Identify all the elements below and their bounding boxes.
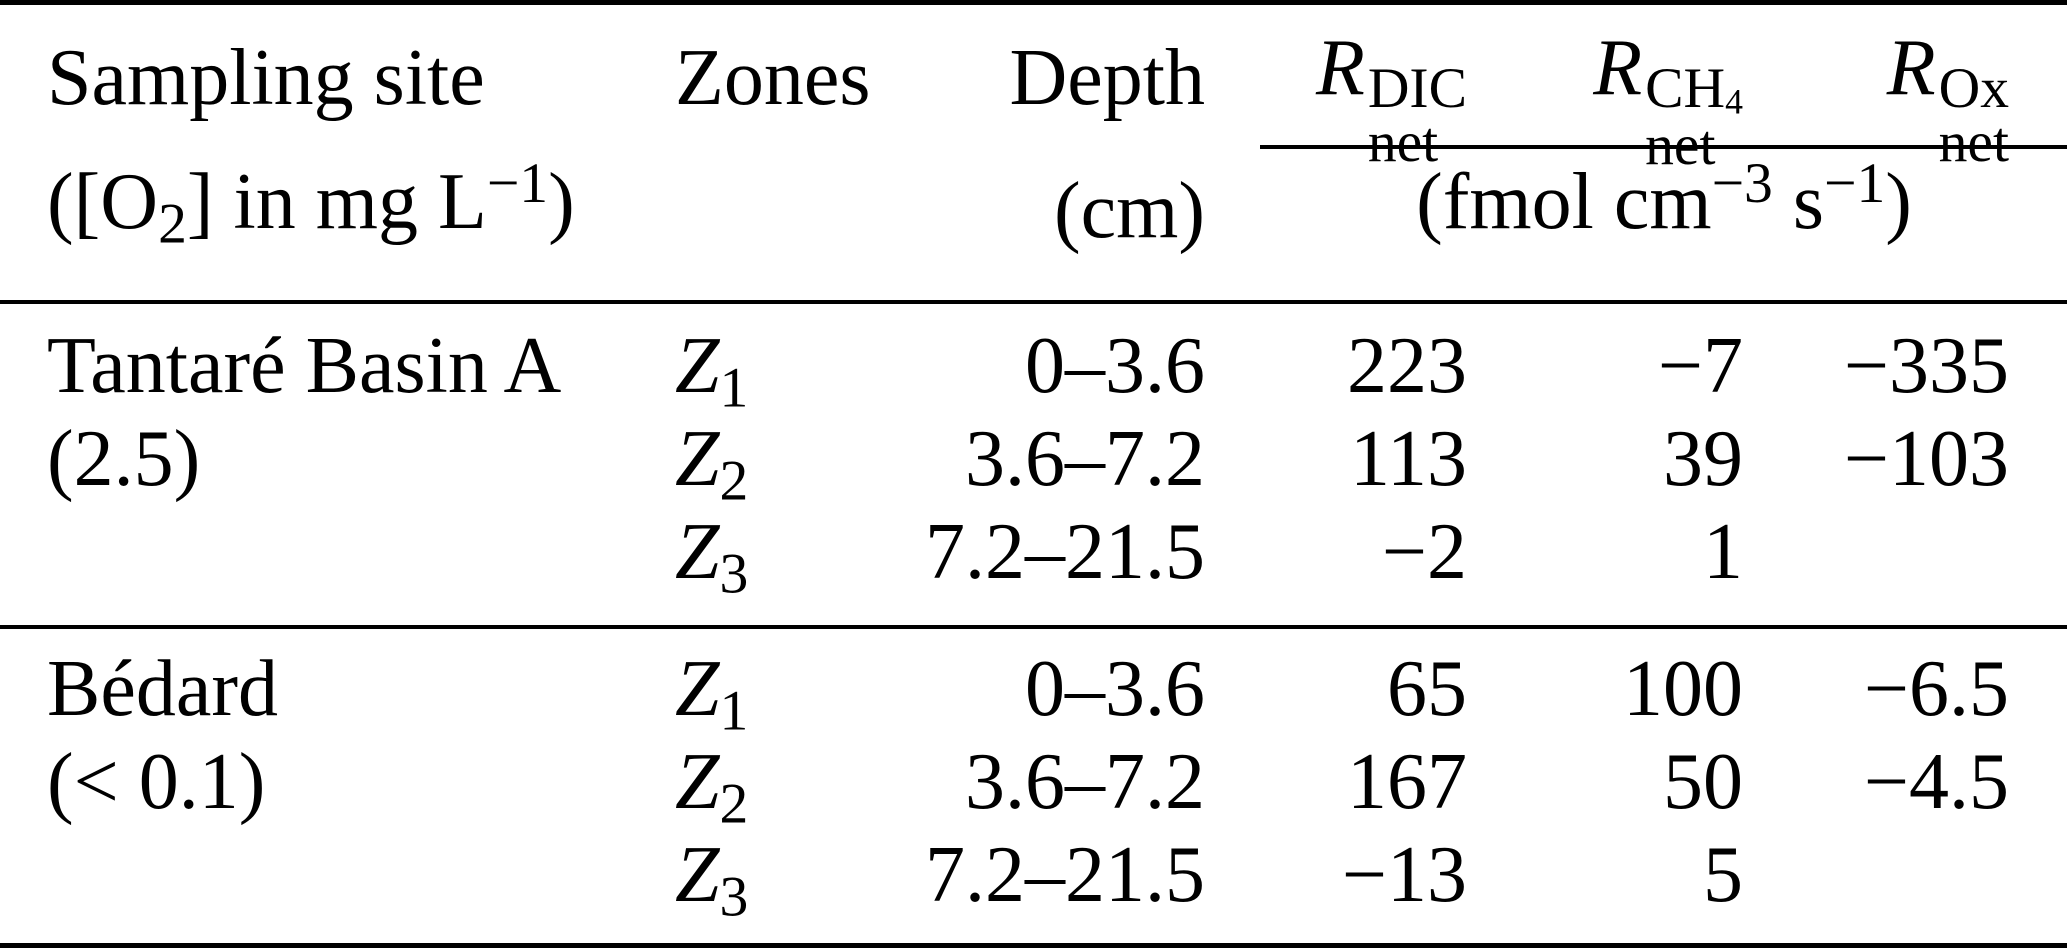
- rnet-ch4-value: 39: [1663, 415, 1743, 503]
- ch4-subscript: 4: [1725, 81, 1743, 122]
- rnet-dic-superscript: DIC: [1367, 56, 1467, 120]
- units-mid: s: [1772, 157, 1824, 246]
- depth-value: 7.2–21.5: [925, 831, 1205, 919]
- rnet-dic-value: 223: [1347, 322, 1467, 410]
- site-name: Bédard: [47, 645, 279, 733]
- ch-text: CH: [1645, 56, 1726, 120]
- col-header-sampling-site: Sampling site: [47, 34, 485, 122]
- depth-value: 0–3.6: [1025, 645, 1205, 733]
- zone-subscript: 3: [719, 865, 749, 929]
- rnet-ch4-value: −7: [1657, 322, 1743, 410]
- zone-label: Z1: [675, 649, 748, 740]
- col-header-depth: Depth: [1009, 34, 1205, 122]
- col-header-rnet-ch4: R CH4 net: [1593, 28, 1743, 174]
- site-name: Tantaré Basin A: [47, 322, 562, 410]
- zone-symbol: Z: [675, 508, 720, 596]
- zone-label: Z1: [675, 326, 748, 417]
- rnet-dic-value: −2: [1381, 508, 1467, 596]
- zone-subscript: 1: [719, 356, 749, 420]
- zone-subscript: 2: [719, 449, 749, 513]
- col-header-rnet-dic: R DIC net: [1316, 28, 1467, 175]
- r-symbol: R: [1886, 24, 1936, 112]
- rnet-ch4-supsub: CH4 net: [1645, 59, 1743, 178]
- zone-symbol: Z: [675, 415, 720, 503]
- rnet-ch4-value: 50: [1663, 738, 1743, 826]
- rnet-ox-supsub: Ox net: [1938, 56, 2009, 175]
- header-rule: [0, 300, 2067, 304]
- units-post: ): [1885, 157, 1912, 246]
- rnet-dic-value: 167: [1347, 738, 1467, 826]
- rnet-dic-subscript: net: [1367, 111, 1439, 175]
- site-o2-value: (< 0.1): [47, 738, 266, 826]
- rnet-ch4-value: 100: [1623, 645, 1743, 733]
- o2-post: ): [548, 157, 575, 246]
- rnet-ox-value: −6.5: [1863, 645, 2009, 733]
- rnet-ch4-superscript: CH4: [1645, 59, 1743, 122]
- o2-pre: ([O: [47, 157, 159, 246]
- zone-symbol: Z: [675, 738, 720, 826]
- depth-units-label: (cm): [1053, 167, 1205, 255]
- o2-subscript: 2: [158, 192, 187, 256]
- depth-value: 7.2–21.5: [925, 508, 1205, 596]
- o2-units-label: ([O2] in mg L−1): [47, 155, 575, 253]
- col-header-rnet-ox: R Ox net: [1887, 28, 2009, 175]
- cm-exponent: −3: [1711, 152, 1773, 215]
- rnet-ch4-subscript: net: [1645, 114, 1716, 178]
- zone-subscript: 1: [719, 679, 749, 743]
- depth-value: 3.6–7.2: [965, 738, 1205, 826]
- col-header-zones: Zones: [675, 34, 871, 122]
- zone-label: Z3: [675, 835, 748, 926]
- rnet-dic-value: 113: [1349, 415, 1467, 503]
- zone-label: Z2: [675, 419, 748, 510]
- units-pre: (fmol cm: [1416, 157, 1712, 246]
- rnet-ch4-value: 5: [1703, 831, 1743, 919]
- liter-exponent: −1: [486, 152, 549, 215]
- section-divider-rule: [0, 625, 2067, 629]
- rnet-ox-value: −335: [1843, 322, 2009, 410]
- r-columns-midrule: [1260, 145, 2067, 149]
- r-symbol: R: [1593, 24, 1643, 112]
- site-o2-value: (2.5): [47, 415, 201, 503]
- zone-symbol: Z: [675, 831, 720, 919]
- r-symbol: R: [1315, 24, 1365, 112]
- rnet-dic-value: −13: [1341, 831, 1467, 919]
- zone-symbol: Z: [675, 322, 720, 410]
- rnet-ch4-value: 1: [1703, 508, 1743, 596]
- rnet-dic-value: 65: [1387, 645, 1467, 733]
- zone-label: Z3: [675, 512, 748, 603]
- o2-mid: ] in mg L: [186, 157, 487, 246]
- rnet-ox-value: −4.5: [1863, 738, 2009, 826]
- s-exponent: −1: [1823, 152, 1886, 215]
- depth-value: 0–3.6: [1025, 322, 1205, 410]
- rnet-ox-value: −103: [1843, 415, 2009, 503]
- depth-value: 3.6–7.2: [965, 415, 1205, 503]
- rate-units-label: (fmol cm−3 s−1): [1264, 155, 2064, 242]
- zone-subscript: 3: [719, 542, 749, 606]
- rnet-ox-superscript: Ox: [1938, 56, 2009, 120]
- zone-subscript: 2: [719, 772, 749, 836]
- zone-symbol: Z: [675, 645, 720, 733]
- bottom-rule: [0, 943, 2067, 948]
- top-rule: [0, 0, 2067, 5]
- zone-label: Z2: [675, 742, 748, 833]
- rnet-dic-supsub: DIC net: [1367, 56, 1467, 175]
- rnet-ox-subscript: net: [1938, 111, 2009, 175]
